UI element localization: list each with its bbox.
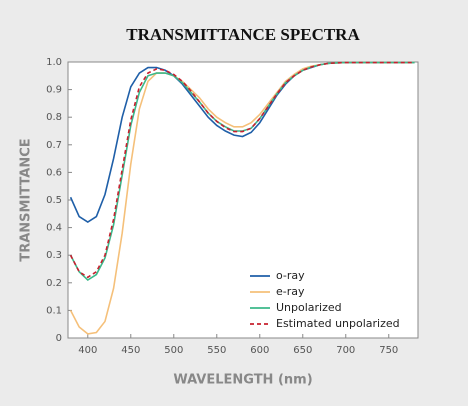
y-tick-label: 0.5 xyxy=(46,195,62,206)
y-tick-label: 0.2 xyxy=(46,278,62,289)
x-axis-label: WAVELENGTH (nm) xyxy=(173,373,312,388)
y-tick-label: 0.7 xyxy=(46,140,62,151)
series-line xyxy=(69,61,415,279)
x-tick-label: 450 xyxy=(121,345,140,356)
x-tick-label: 500 xyxy=(164,345,183,356)
legend-label: e-ray xyxy=(276,285,305,298)
x-tick-label: 600 xyxy=(250,345,269,356)
plot-area xyxy=(67,61,419,339)
y-tick-label: 0.1 xyxy=(46,305,62,316)
y-tick-label: 0.8 xyxy=(46,112,62,123)
legend-label: Estimated unpolarized xyxy=(276,317,400,330)
y-tick-label: 0.3 xyxy=(46,250,62,261)
x-tick-label: 750 xyxy=(379,345,398,356)
legend-label: o-ray xyxy=(276,269,305,282)
y-tick-label: 1.0 xyxy=(46,57,62,68)
chart-title: TRANSMITTANCE SPECTRA xyxy=(126,25,360,44)
x-tick-label: 650 xyxy=(293,345,312,356)
y-tick-label: 0.6 xyxy=(46,167,62,178)
y-tick-label: 0 xyxy=(56,333,62,344)
y-axis-label: TRANSMITTANCE xyxy=(19,138,34,261)
x-tick-label: 400 xyxy=(78,345,97,356)
x-tick-label: 700 xyxy=(336,345,355,356)
y-tick-label: 0.4 xyxy=(46,223,62,234)
x-tick-label: 550 xyxy=(207,345,226,356)
legend-label: Unpolarized xyxy=(276,301,342,314)
y-tick-label: 0.9 xyxy=(46,85,62,96)
